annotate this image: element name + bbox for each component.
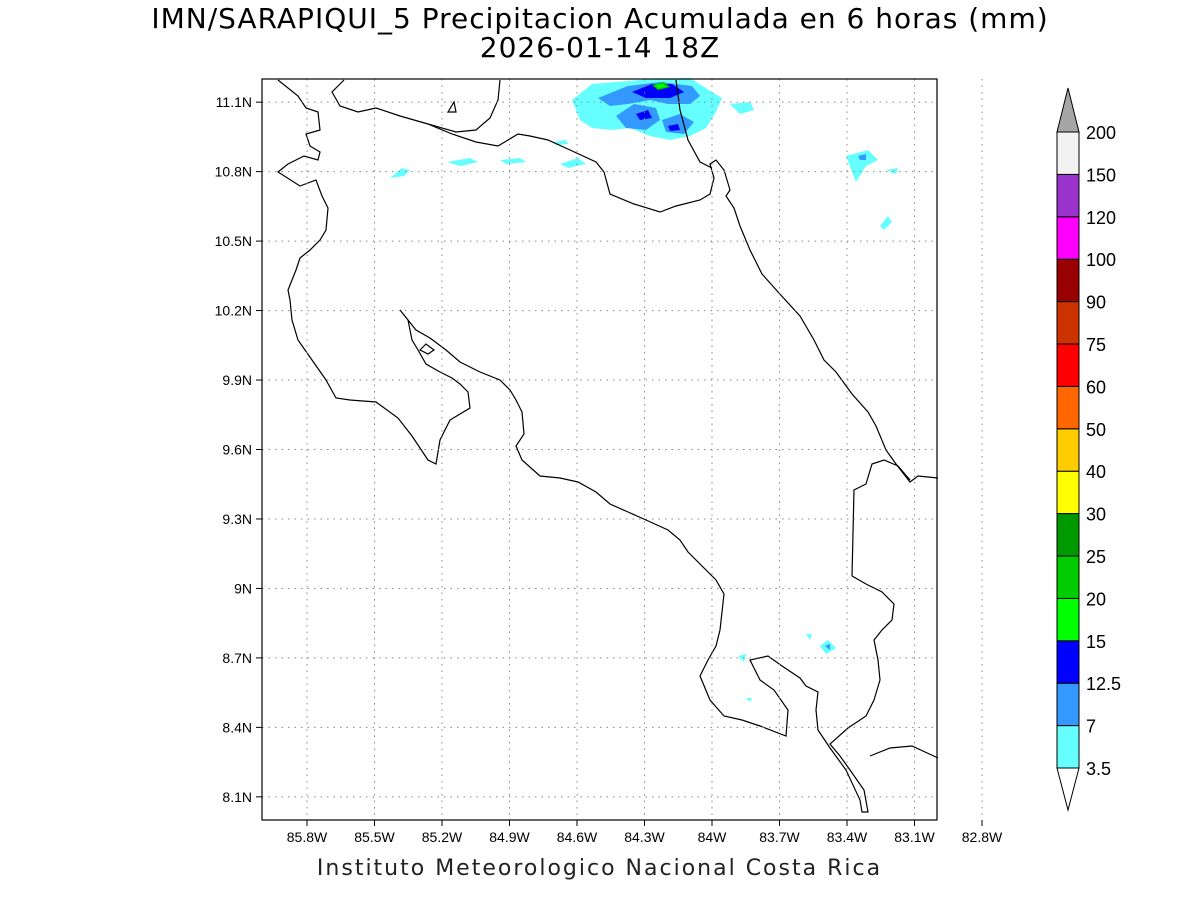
colorbar-segment (1056, 131, 1080, 175)
lat-tick-label: 10.2N (215, 303, 252, 319)
precip-patch (632, 84, 684, 98)
map-frame (261, 78, 938, 821)
lat-tick-label: 9.9N (222, 372, 252, 388)
lon-tick-label: 83.1W (894, 829, 935, 845)
south-coast (869, 745, 939, 759)
colorbar-label: 150 (1086, 165, 1116, 185)
colorbar-label: 3.5 (1086, 759, 1111, 779)
colorbar-segment (1056, 258, 1080, 303)
panama-border (851, 459, 911, 577)
precip-patch (560, 158, 586, 168)
colorbar-label: 30 (1086, 505, 1106, 525)
precip-patch (746, 698, 752, 702)
lat-tick-label: 10.8N (215, 164, 252, 180)
footer-credit: Instituto Meteorologico Nacional Costa R… (316, 856, 883, 881)
colorbar-label: 50 (1086, 420, 1106, 440)
lat-tick-label: 9N (234, 580, 252, 596)
pacific-coast (276, 79, 895, 813)
lon-tick-label: 84.9W (489, 829, 530, 845)
map-subtitle: 2026-01-14 18Z (479, 31, 721, 64)
colorbar-segment (1056, 725, 1080, 769)
map-title: IMN/SARAPIQUI_5 Precipitacion Acumulada … (151, 2, 1049, 35)
lat-tick-label: 11.1N (216, 94, 252, 110)
colorbar-segment (1056, 513, 1080, 557)
map-grid (262, 79, 983, 820)
lat-axis: 11.1N 10.8N 10.5N 10.2N 9.9N 9.6N 9.3N 9N 8.7N 8.… (215, 94, 262, 805)
nicaragua-border (675, 79, 713, 169)
island (446, 100, 457, 113)
lon-tick-label: 82.8W (962, 829, 1003, 845)
precip-patch (858, 154, 866, 160)
lat-tick-label: 8.4N (222, 719, 252, 735)
colorbar-label: 15 (1086, 632, 1106, 652)
precip-patch (730, 102, 754, 114)
precip-patch (390, 168, 410, 178)
colorbar-segment (1056, 343, 1080, 387)
lon-tick-label: 85.8W (287, 829, 328, 845)
lon-axis: 85.8W 85.5W 85.2W 84.9W 84.6W 84.3W 84W 83.7W 83… (287, 820, 1003, 845)
colorbar-segment (1056, 555, 1080, 599)
lon-tick-label: 85.2W (422, 829, 463, 845)
colorbar-label: 25 (1086, 547, 1106, 567)
colorbar-segment (1056, 216, 1080, 260)
lon-tick-label: 83.4W (827, 829, 868, 845)
precip-patch (447, 158, 478, 166)
coastline (276, 79, 939, 813)
precip-patch (500, 158, 526, 164)
lat-tick-label: 8.1N (222, 789, 252, 805)
colorbar: 3.5 7 12.5 15 20 25 30 40 50 60 75 90 100 120 150 200 (1056, 87, 1121, 812)
precip-patch (846, 150, 878, 182)
precip-patch (825, 644, 830, 650)
precip-patch (880, 216, 892, 230)
colorbar-segment (1056, 173, 1080, 218)
lon-tick-label: 85.5W (354, 829, 395, 845)
colorbar-label: 90 (1086, 293, 1106, 313)
lat-tick-label: 9.6N (222, 442, 252, 458)
nicaragua-coast (331, 79, 501, 133)
colorbar-label: 60 (1086, 377, 1106, 397)
colorbar-label: 7 (1086, 717, 1096, 737)
colorbar-label: 75 (1086, 335, 1106, 355)
colorbar-segment (1056, 301, 1080, 345)
lon-tick-label: 83.7W (759, 829, 800, 845)
colorbar-segment (1056, 385, 1080, 430)
colorbar-label: 12.5 (1086, 674, 1121, 694)
precip-patch (806, 634, 812, 640)
colorbar-label: 120 (1086, 208, 1116, 228)
lon-tick-label: 84.3W (624, 829, 665, 845)
colorbar-label: 100 (1086, 250, 1116, 270)
caribbean-coast (375, 107, 939, 483)
lat-tick-label: 9.3N (222, 511, 252, 527)
colorbar-segment (1056, 640, 1080, 684)
colorbar-label: 40 (1086, 462, 1106, 482)
island (418, 343, 436, 355)
colorbar-segment (1056, 428, 1080, 472)
precip-patch (738, 654, 746, 662)
lon-tick-label: 84.6W (557, 829, 598, 845)
precip-patch (886, 168, 898, 174)
precipitation-patches (390, 78, 898, 702)
precip-patch (636, 110, 652, 120)
colorbar-max-arrow (1056, 87, 1080, 133)
lat-tick-label: 10.5N (215, 233, 252, 249)
colorbar-min-arrow (1056, 767, 1080, 812)
lon-tick-label: 84W (698, 829, 728, 845)
colorbar-label: 200 (1086, 123, 1116, 143)
lat-tick-label: 8.7N (222, 650, 252, 666)
colorbar-segment (1056, 682, 1080, 727)
precip-patch (668, 124, 680, 131)
precip-patch (655, 84, 666, 88)
colorbar-label: 20 (1086, 589, 1106, 609)
colorbar-segment (1056, 597, 1080, 642)
colorbar-segment (1056, 470, 1080, 515)
